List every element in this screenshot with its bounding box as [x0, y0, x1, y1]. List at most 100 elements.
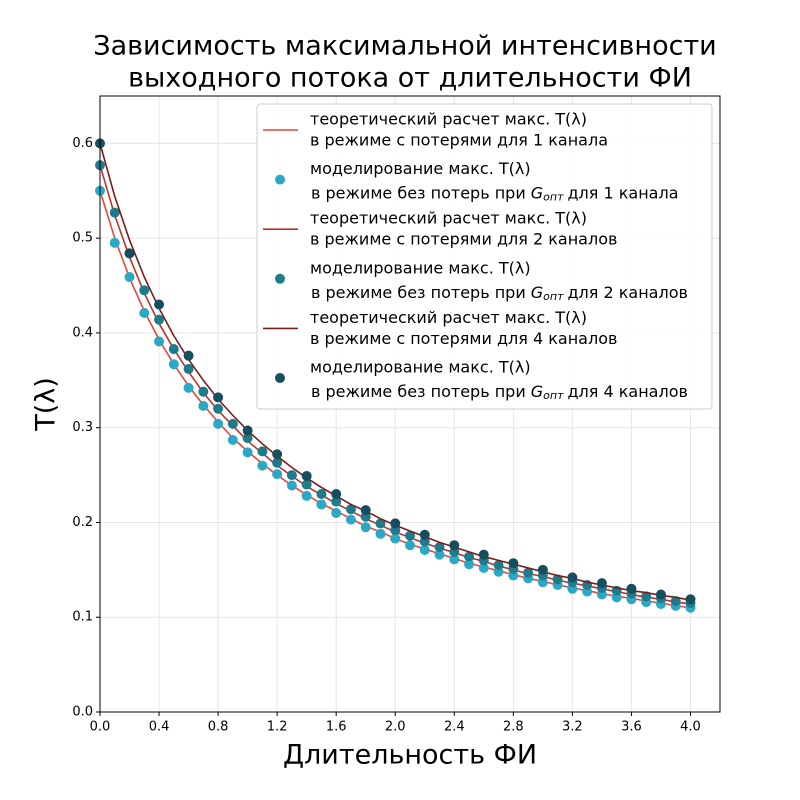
legend-label: теоретический расчет макс. T(λ)	[310, 308, 587, 327]
scatter-point	[272, 469, 283, 480]
scatter-point	[464, 559, 475, 570]
scatter-point	[626, 583, 637, 594]
x-tick-label: 4.0	[680, 720, 701, 735]
x-tick-label: 2.8	[503, 720, 524, 735]
scatter-point	[685, 594, 696, 605]
x-tick-label: 2.0	[385, 720, 406, 735]
x-tick-label: 1.2	[267, 720, 288, 735]
scatter-point	[242, 425, 253, 436]
scatter-point	[390, 533, 401, 544]
scatter-point	[139, 308, 150, 319]
legend-text: для 2 каналов	[567, 282, 687, 301]
scatter-point	[242, 433, 253, 444]
scatter-point	[227, 418, 238, 429]
scatter-point	[272, 449, 283, 460]
legend-text: G	[531, 282, 543, 301]
scatter-point	[375, 518, 386, 529]
legend-label: в режиме с потерями для 1 канала	[310, 131, 608, 150]
scatter-point	[449, 554, 460, 565]
x-tick-label: 3.2	[562, 720, 583, 735]
legend-text: в режиме без потерь при	[311, 183, 526, 202]
scatter-point	[316, 489, 327, 500]
y-tick-label: 0.0	[72, 705, 93, 720]
scatter-point	[183, 350, 194, 361]
scatter-point	[286, 470, 297, 481]
scatter-point	[198, 400, 209, 411]
legend-text: для 1 канала	[567, 183, 678, 202]
scatter-point	[478, 549, 489, 560]
x-tick-label: 1.6	[326, 720, 347, 735]
legend-swatch	[275, 174, 285, 185]
scatter-point	[124, 272, 135, 283]
legend-text: в режиме без потерь при	[311, 382, 526, 401]
x-tick-label: 3.6	[621, 720, 642, 735]
legend-text: опт	[543, 191, 564, 204]
chart-title: Зависимость максимальной интенсивности	[93, 31, 716, 62]
scatter-point	[227, 435, 238, 446]
x-tick-label: 0.0	[90, 720, 111, 735]
scatter-point	[523, 567, 534, 578]
scatter-point	[183, 382, 194, 393]
legend-text: опт	[543, 290, 564, 303]
scatter-point	[345, 504, 356, 515]
scatter-point	[257, 460, 268, 471]
scatter-point	[168, 344, 179, 355]
x-tick-label: 0.4	[149, 720, 170, 735]
legend-label: в режиме без потерь при Gопт для 1 канала	[311, 183, 679, 204]
scatter-point	[434, 542, 445, 553]
x-tick-label: 2.4	[444, 720, 465, 735]
scatter-point	[360, 522, 371, 533]
legend-swatch	[275, 373, 285, 383]
scatter-point	[109, 207, 120, 218]
x-axis-label: Длительность ФИ	[283, 740, 537, 771]
y-tick-label: 0.6	[72, 136, 93, 151]
scatter-point	[493, 560, 504, 571]
legend-text: G	[531, 183, 543, 202]
scatter-point	[154, 314, 165, 325]
scatter-point	[168, 359, 179, 370]
scatter-point	[301, 490, 312, 501]
scatter-point	[154, 336, 165, 347]
scatter-point	[390, 518, 401, 529]
scatter-point	[124, 248, 135, 259]
legend-text: G	[531, 382, 543, 401]
scatter-point	[345, 514, 356, 525]
scatter-point	[434, 549, 445, 560]
legend-text: для 4 каналов	[567, 382, 687, 401]
scatter-point	[360, 505, 371, 516]
scatter-point	[596, 578, 607, 589]
scatter-point	[419, 544, 430, 555]
scatter-point	[375, 528, 386, 539]
x-tick-label: 0.8	[208, 720, 229, 735]
y-tick-label: 0.5	[72, 231, 93, 246]
scatter-point	[316, 499, 327, 510]
y-tick-label: 0.1	[72, 610, 93, 625]
scatter-point	[464, 551, 475, 562]
scatter-point	[213, 392, 224, 403]
scatter-point	[567, 572, 578, 583]
y-tick-label: 0.4	[72, 325, 93, 340]
scatter-point	[213, 418, 224, 429]
legend-text: в режиме без потерь при	[311, 282, 526, 301]
legend-swatch	[275, 273, 285, 284]
legend-label: в режиме с потерями для 4 каналов	[310, 329, 617, 348]
scatter-point	[139, 285, 150, 296]
scatter-point	[301, 479, 312, 490]
legend-label: в режиме без потерь при Gопт для 2 каналов	[311, 282, 688, 303]
legend-label: теоретический расчет макс. T(λ)	[310, 110, 587, 129]
scatter-point	[272, 457, 283, 468]
legend-label: теоретический расчет макс. T(λ)	[310, 209, 587, 228]
legend-label: моделирование макс. T(λ)	[310, 258, 531, 277]
scatter-point	[257, 446, 268, 457]
y-tick-label: 0.2	[72, 515, 93, 530]
legend-label: в режиме с потерями для 2 каналов	[310, 230, 617, 249]
y-axis-label: T(λ)	[31, 377, 62, 432]
scatter-point	[154, 299, 165, 310]
legend-label: в режиме без потерь при Gопт для 4 каналов	[311, 382, 688, 403]
scatter-point	[109, 237, 120, 248]
scatter-point	[508, 558, 519, 569]
legend-label: моделирование макс. T(λ)	[310, 159, 531, 178]
scatter-point	[331, 489, 342, 500]
